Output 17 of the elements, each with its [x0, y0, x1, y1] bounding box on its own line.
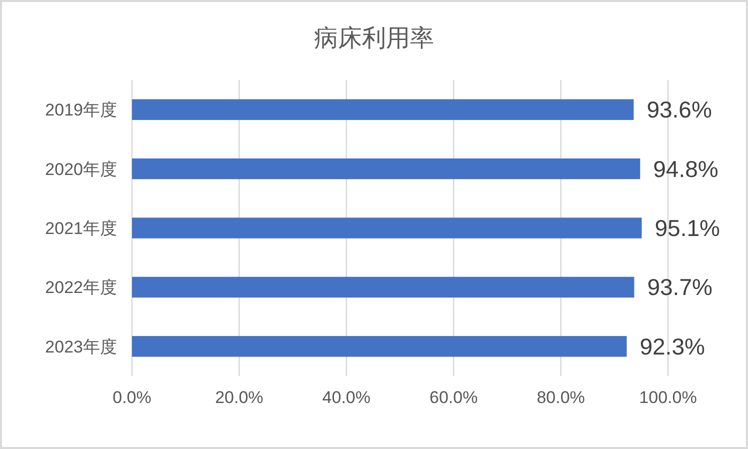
- data-label: 93.6%: [646, 96, 712, 123]
- x-tick-label: 80.0%: [536, 388, 585, 407]
- y-tick-label: 2021年度: [45, 219, 117, 238]
- x-tick-label: 60.0%: [430, 388, 478, 407]
- data-label: 92.3%: [640, 333, 705, 360]
- data-label: 94.8%: [653, 156, 718, 182]
- x-tick-label: 0.0%: [112, 388, 152, 407]
- y-tick-label: 2023年度: [45, 337, 117, 356]
- x-tick-label: 40.0%: [322, 388, 370, 407]
- x-tick-label: 20.0%: [215, 388, 264, 407]
- x-tick-label: 100.0%: [639, 388, 697, 407]
- y-tick-label: 2019年度: [45, 100, 117, 120]
- y-tick-label: 2020年度: [45, 160, 117, 179]
- data-label: 95.1%: [654, 215, 720, 241]
- y-tick-label: 2022年度: [45, 278, 117, 298]
- data-label: 93.7%: [647, 274, 712, 300]
- chart-title: 病床利用率: [314, 25, 434, 52]
